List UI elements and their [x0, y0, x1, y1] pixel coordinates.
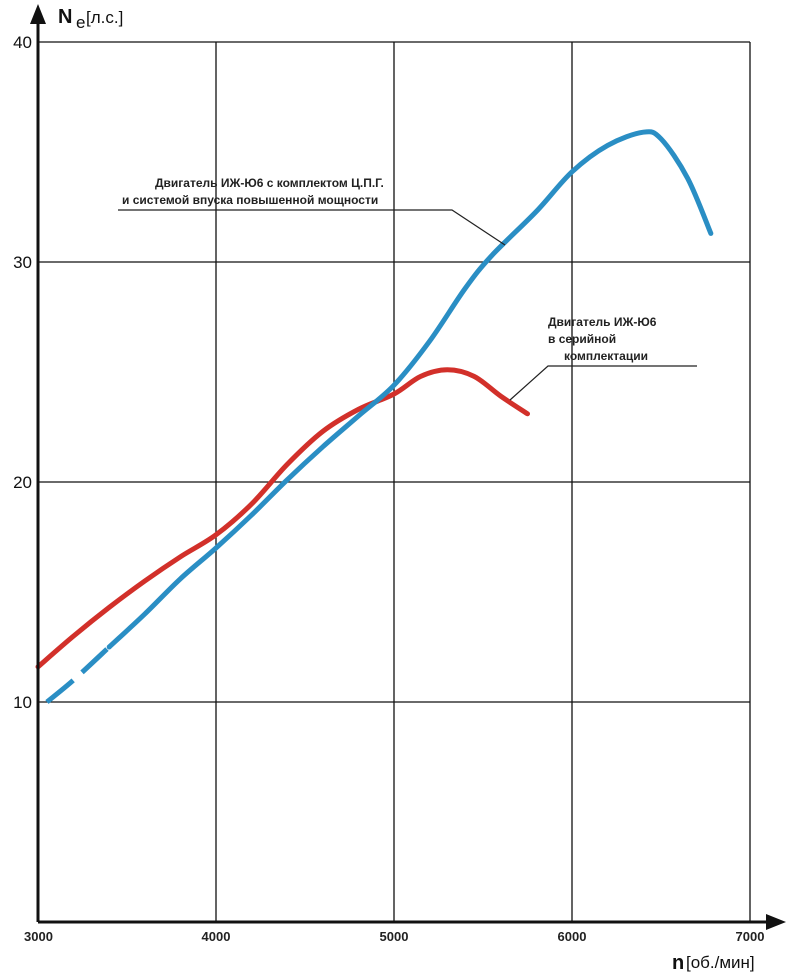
x-tick-label-3000: 3000 — [24, 929, 53, 944]
axes — [30, 4, 786, 930]
annotation-serial-engine: Двигатель ИЖ-Ю6 в серийной комплектации — [509, 315, 697, 401]
x-tick-label-5000: 5000 — [380, 929, 409, 944]
annotation-enhanced-leader — [118, 209, 506, 246]
y-tick-labels: 10 20 30 40 — [13, 33, 32, 712]
x-axis-unit: [об./мин] — [686, 953, 755, 972]
x-tick-label-7000: 7000 — [736, 929, 765, 944]
annotation-serial-line-3: комплектации — [564, 349, 648, 363]
series-line-1-dashed — [45, 645, 111, 704]
series-line-0 — [35, 367, 530, 670]
annotation-serial-leader — [509, 365, 697, 401]
annotation-enhanced-engine: Двигатель ИЖ-Ю6 с комплектом Ц.П.Г. и си… — [118, 176, 506, 246]
y-axis-label: N — [58, 6, 72, 28]
y-tick-label-30: 30 — [13, 253, 32, 272]
annotation-serial-line-1: Двигатель ИЖ-Ю6 — [548, 315, 657, 329]
grid-lines — [37, 41, 751, 922]
y-axis-label-subscript: e — [76, 13, 85, 32]
annotation-serial-line-2: в серийной — [548, 332, 616, 346]
x-tick-label-4000: 4000 — [202, 929, 231, 944]
annotation-enhanced-line-1: Двигатель ИЖ-Ю6 с комплектом Ц.П.Г. — [155, 176, 384, 190]
annotation-enhanced-line-2: и системой впуска повышенной мощности — [122, 193, 378, 207]
series-group — [35, 129, 714, 704]
x-tick-labels: 3000 4000 5000 6000 7000 — [24, 929, 764, 944]
y-axis-unit: [л.с.] — [86, 8, 123, 27]
x-axis-label: n — [672, 952, 684, 974]
y-tick-label-20: 20 — [13, 473, 32, 492]
x-tick-label-6000: 6000 — [558, 929, 587, 944]
series-line-1 — [106, 129, 714, 650]
y-tick-label-40: 40 — [13, 33, 32, 52]
y-tick-label-10: 10 — [13, 693, 32, 712]
